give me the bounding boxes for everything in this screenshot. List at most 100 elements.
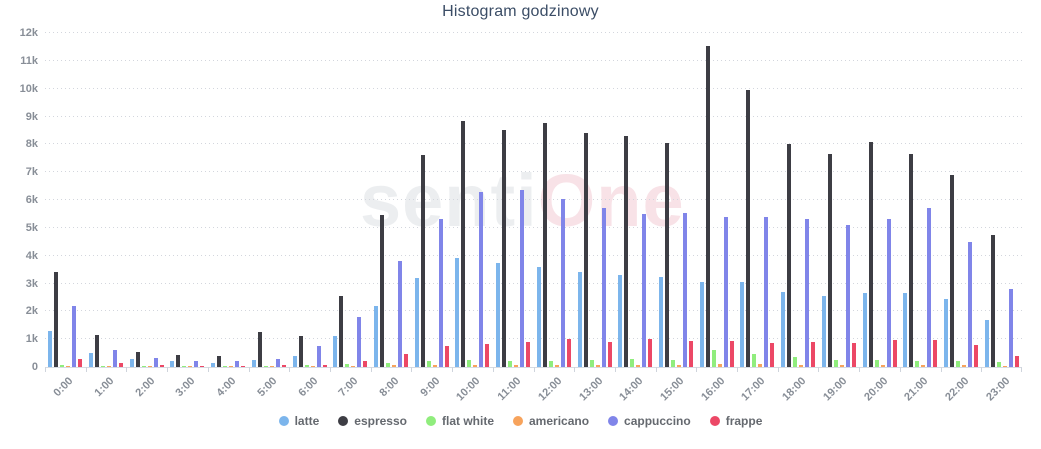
bar-cappuccino-21:00[interactable] — [927, 208, 932, 367]
bar-frappe-1:00[interactable] — [119, 363, 124, 367]
bar-latte-19:00[interactable] — [821, 296, 826, 367]
bar-americano-23:00[interactable] — [1002, 366, 1007, 367]
bar-americano-6:00[interactable] — [310, 366, 315, 367]
bar-frappe-18:00[interactable] — [811, 342, 816, 367]
bar-frappe-17:00[interactable] — [770, 343, 775, 367]
bar-flat-white-14:00[interactable] — [630, 359, 635, 367]
bar-latte-15:00[interactable] — [658, 277, 663, 367]
bar-cappuccino-13:00[interactable] — [601, 208, 606, 367]
bar-latte-0:00[interactable] — [48, 331, 53, 367]
bar-flat-white-0:00[interactable] — [60, 365, 65, 367]
bar-americano-15:00[interactable] — [676, 365, 681, 367]
bar-cappuccino-1:00[interactable] — [113, 350, 118, 367]
bar-latte-18:00[interactable] — [781, 292, 786, 367]
bar-cappuccino-18:00[interactable] — [805, 219, 810, 367]
bar-frappe-19:00[interactable] — [851, 343, 856, 367]
bar-latte-7:00[interactable] — [333, 336, 338, 367]
bar-cappuccino-9:00[interactable] — [438, 219, 443, 367]
bar-americano-22:00[interactable] — [961, 365, 966, 367]
bar-espresso-21:00[interactable] — [909, 154, 914, 367]
bar-frappe-9:00[interactable] — [444, 346, 449, 367]
bar-americano-9:00[interactable] — [432, 365, 437, 367]
bar-cappuccino-10:00[interactable] — [479, 192, 484, 367]
bar-frappe-6:00[interactable] — [322, 365, 327, 367]
bar-latte-10:00[interactable] — [455, 258, 460, 367]
bar-espresso-13:00[interactable] — [583, 133, 588, 367]
bar-espresso-15:00[interactable] — [664, 143, 669, 367]
legend-item-flat-white[interactable]: flat white — [425, 414, 494, 428]
bar-americano-20:00[interactable] — [880, 365, 885, 367]
bar-flat-white-11:00[interactable] — [508, 361, 513, 367]
bar-americano-17:00[interactable] — [758, 364, 763, 367]
bar-espresso-18:00[interactable] — [787, 144, 792, 367]
bar-latte-20:00[interactable] — [862, 293, 867, 367]
bar-americano-11:00[interactable] — [514, 365, 519, 367]
bar-americano-10:00[interactable] — [473, 365, 478, 367]
bar-espresso-6:00[interactable] — [298, 336, 303, 367]
bar-flat-white-22:00[interactable] — [955, 361, 960, 367]
bar-flat-white-3:00[interactable] — [182, 366, 187, 367]
bar-latte-13:00[interactable] — [577, 272, 582, 367]
bar-frappe-3:00[interactable] — [200, 366, 205, 367]
bar-frappe-23:00[interactable] — [1014, 356, 1019, 367]
bar-cappuccino-22:00[interactable] — [967, 242, 972, 367]
bar-cappuccino-16:00[interactable] — [723, 217, 728, 367]
bar-espresso-3:00[interactable] — [176, 355, 181, 367]
bar-americano-12:00[interactable] — [554, 365, 559, 367]
bar-espresso-2:00[interactable] — [135, 352, 140, 367]
legend-item-frappe[interactable]: frappe — [709, 414, 762, 428]
bar-americano-3:00[interactable] — [188, 366, 193, 367]
bar-flat-white-18:00[interactable] — [793, 357, 798, 367]
bar-frappe-10:00[interactable] — [485, 344, 490, 367]
bar-flat-white-21:00[interactable] — [915, 361, 920, 367]
bar-frappe-20:00[interactable] — [892, 340, 897, 367]
bar-cappuccino-0:00[interactable] — [72, 306, 77, 367]
bar-flat-white-13:00[interactable] — [589, 360, 594, 367]
bar-espresso-8:00[interactable] — [380, 215, 384, 367]
bar-americano-19:00[interactable] — [839, 365, 844, 367]
bar-frappe-5:00[interactable] — [281, 365, 286, 367]
bar-frappe-14:00[interactable] — [648, 339, 653, 367]
bar-cappuccino-15:00[interactable] — [682, 213, 687, 367]
bar-espresso-14:00[interactable] — [624, 136, 629, 367]
bar-flat-white-9:00[interactable] — [426, 361, 431, 367]
bar-americano-4:00[interactable] — [229, 366, 234, 367]
legend-item-americano[interactable]: americano — [513, 414, 589, 428]
bar-espresso-17:00[interactable] — [746, 90, 751, 367]
bar-latte-8:00[interactable] — [374, 306, 378, 367]
legend-item-espresso[interactable]: espresso — [338, 414, 407, 428]
bar-cappuccino-14:00[interactable] — [642, 214, 647, 367]
bar-flat-white-10:00[interactable] — [467, 360, 472, 367]
bar-cappuccino-12:00[interactable] — [560, 199, 565, 367]
bar-latte-2:00[interactable] — [129, 359, 134, 367]
bar-americano-1:00[interactable] — [107, 366, 112, 367]
bar-espresso-1:00[interactable] — [95, 335, 100, 367]
bar-latte-12:00[interactable] — [536, 267, 541, 367]
bar-latte-5:00[interactable] — [251, 360, 256, 367]
bar-cappuccino-4:00[interactable] — [235, 361, 240, 367]
bar-cappuccino-5:00[interactable] — [275, 359, 280, 367]
bar-americano-0:00[interactable] — [66, 366, 71, 367]
legend-item-latte[interactable]: latte — [278, 414, 319, 428]
bar-frappe-7:00[interactable] — [363, 361, 368, 367]
bar-latte-23:00[interactable] — [984, 320, 989, 367]
bar-flat-white-6:00[interactable] — [304, 365, 309, 367]
legend-item-cappuccino[interactable]: cappuccino — [608, 414, 691, 428]
bar-espresso-16:00[interactable] — [705, 46, 710, 367]
bar-espresso-23:00[interactable] — [990, 235, 995, 367]
bar-flat-white-17:00[interactable] — [752, 354, 757, 367]
bar-espresso-4:00[interactable] — [217, 356, 222, 367]
bar-frappe-21:00[interactable] — [933, 340, 938, 367]
bar-flat-white-4:00[interactable] — [223, 366, 228, 367]
bar-frappe-4:00[interactable] — [241, 366, 246, 367]
bar-cappuccino-20:00[interactable] — [886, 219, 891, 367]
bar-frappe-22:00[interactable] — [973, 345, 978, 367]
bar-flat-white-15:00[interactable] — [670, 360, 675, 367]
bar-latte-14:00[interactable] — [618, 275, 623, 367]
bar-flat-white-20:00[interactable] — [874, 360, 879, 367]
bar-latte-21:00[interactable] — [903, 293, 908, 367]
bar-americano-13:00[interactable] — [595, 365, 600, 367]
bar-latte-9:00[interactable] — [414, 278, 419, 367]
bar-cappuccino-7:00[interactable] — [357, 317, 362, 367]
bar-frappe-8:00[interactable] — [404, 354, 408, 367]
